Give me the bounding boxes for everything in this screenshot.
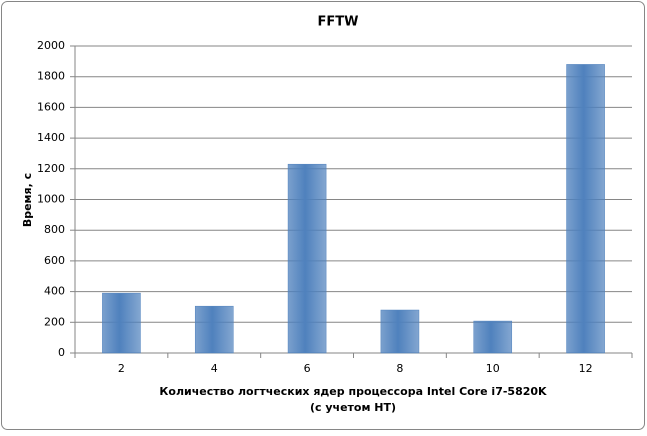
bar [473,320,513,354]
x-tick-label: 2 [118,362,125,375]
chart-title: FFTW [318,15,359,30]
bar [380,309,420,354]
bar [566,64,605,354]
y-tick-label: 600 [44,254,65,267]
bar [287,163,327,354]
bar [194,305,234,354]
y-tick-label: 1000 [37,193,65,206]
y-tick-label: 2000 [37,39,65,52]
y-axis-label: Время, с [21,173,34,227]
y-tick-label: 1600 [37,100,65,113]
x-tick-label: 8 [396,362,403,375]
x-tick-label: 12 [579,362,593,375]
y-tick-label: 800 [44,223,65,236]
y-tick-label: 1400 [37,131,65,144]
x-tick-label: 4 [211,362,218,375]
y-tick-label: 400 [44,285,65,298]
x-axis-label: (с учетом НТ) [310,401,396,414]
x-tick-label: 6 [304,362,311,375]
y-tick-label: 200 [44,315,65,328]
bar [102,292,141,354]
x-axis-label: Количество логтческих ядер процессора In… [159,385,547,398]
y-tick-label: 1200 [37,162,65,175]
x-tick-label: 10 [486,362,500,375]
y-tick-label: 1800 [37,70,65,83]
y-tick-label: 0 [58,346,65,359]
